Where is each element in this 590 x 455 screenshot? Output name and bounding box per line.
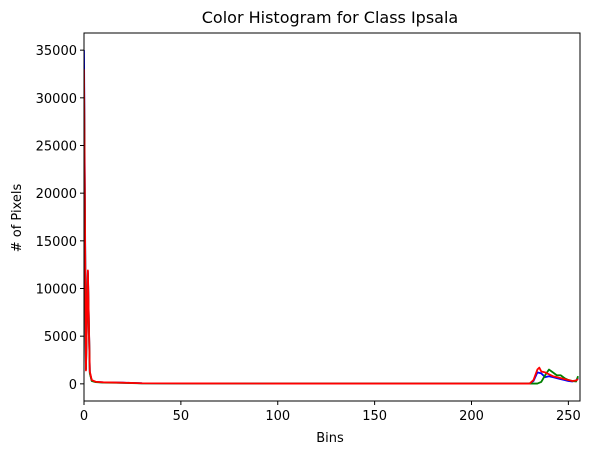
y-axis-label: # of Pixels (10, 184, 25, 253)
plot-area (84, 50, 579, 385)
x-tick-label: 200 (459, 409, 484, 424)
x-tick-label: 50 (173, 409, 190, 424)
y-tick-label: 25000 (36, 139, 77, 154)
x-tick-label: 150 (362, 409, 387, 424)
y-tick-label: 20000 (36, 187, 77, 202)
y-tick-label: 5000 (44, 330, 77, 345)
x-axis-label: Bins (316, 431, 344, 446)
y-tick-label: 35000 (36, 44, 77, 59)
series-line-1 (84, 50, 579, 385)
x-tick-label: 0 (80, 409, 88, 424)
y-tick-label: 15000 (36, 235, 77, 250)
series-line-2 (84, 78, 579, 385)
chart-title: Color Histogram for Class Ipsala (202, 8, 458, 27)
y-tick-label: 30000 (36, 92, 77, 107)
y-tick-label: 10000 (36, 283, 77, 298)
y-tick-label: 0 (69, 378, 77, 393)
x-tick-label: 250 (556, 409, 581, 424)
x-tick-label: 100 (265, 409, 290, 424)
series-line-3 (84, 69, 579, 385)
axes: 0 50 100 150 200 250 0 5000 10000 15000 20000 25000… (36, 32, 581, 424)
plot-frame (83, 32, 581, 402)
